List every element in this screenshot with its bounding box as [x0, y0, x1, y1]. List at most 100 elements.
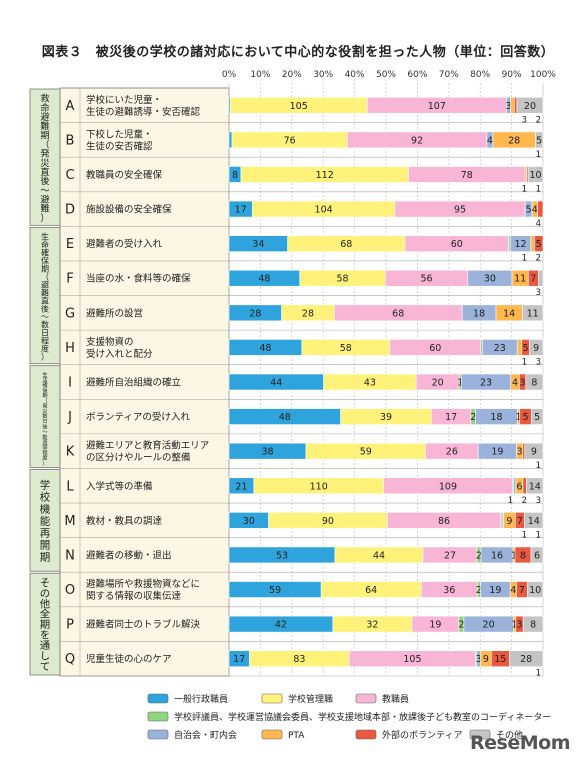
data-label: 64 [365, 585, 377, 596]
row-letter: O [65, 583, 75, 598]
row-letter: Q [65, 652, 75, 667]
row-letter: I [68, 376, 72, 391]
data-label: 17 [233, 654, 245, 665]
group-label-char: 災 [42, 409, 47, 415]
group-label-char: （ [42, 397, 47, 404]
data-label: 95 [454, 205, 466, 216]
legend-swatch [147, 711, 169, 722]
x-tick-label: 20% [282, 70, 302, 80]
legend-swatch [355, 729, 377, 740]
data-label: 68 [340, 239, 352, 250]
data-label: 20 [524, 101, 536, 112]
row-label: 受け入れと配分 [86, 348, 153, 360]
group-label-char: 命 [40, 102, 49, 114]
bar-segment [535, 131, 544, 149]
row-letter: J [67, 410, 72, 425]
legend-label: 学校評議員、学校運営協議会委員、学校支援地域本部・放課後子ども教室のコーディネー… [174, 711, 551, 723]
group-label-char: の [40, 588, 50, 600]
data-label: 48 [279, 412, 291, 423]
data-label: 59 [360, 447, 372, 458]
small-value-label: 1 [536, 150, 541, 160]
row-letter: A [66, 99, 75, 114]
row-label: ボランティアの受け入れ [86, 411, 190, 423]
data-label: 4 [487, 135, 493, 146]
bar-segment [526, 477, 544, 495]
data-label: 58 [336, 274, 348, 285]
group-label-char: 後 [41, 304, 49, 314]
data-label: 14 [529, 481, 541, 492]
group-label-char: （ [41, 272, 49, 281]
group-label-char: 開 [40, 539, 51, 551]
data-label: 1 [512, 620, 518, 631]
group-label-char: 〜 [41, 313, 49, 322]
group-label-char: 避 [40, 193, 49, 205]
data-label: 78 [461, 170, 473, 181]
group-label-char: ） [40, 213, 49, 224]
bar-segment [509, 650, 544, 668]
group-label-char: 救 [40, 93, 49, 105]
data-label: 11 [514, 274, 526, 285]
data-label: 3 [505, 101, 511, 112]
data-label: 6 [534, 550, 540, 561]
data-label: 34 [252, 239, 264, 250]
x-tick-label: 60% [407, 70, 427, 80]
data-label: 7 [519, 585, 525, 596]
row-letter: P [66, 618, 74, 633]
data-label: 48 [258, 274, 270, 285]
row-label: 当座の水・食料等の確保 [86, 273, 191, 285]
data-label: 9 [531, 447, 537, 458]
row-letter: G [65, 306, 75, 321]
logo-text: ReseMom [470, 732, 570, 754]
data-label: 107 [428, 101, 446, 112]
data-label: 3 [517, 447, 523, 458]
data-label: 39 [380, 412, 392, 423]
data-label: 1 [457, 378, 463, 389]
small-value-label: 1 [536, 669, 541, 679]
bar-segment [531, 408, 544, 425]
data-label: 83 [293, 654, 305, 665]
data-label: 14 [528, 516, 540, 527]
data-label: 7 [517, 516, 523, 527]
x-tick-label: 80% [470, 70, 490, 80]
row-label: 関する情報の収集伝達 [86, 590, 182, 602]
legend-swatch [355, 693, 377, 704]
group-label-char: 難 [41, 288, 49, 298]
data-label: 2 [458, 620, 464, 631]
group-label-char: を [40, 630, 50, 642]
data-label: 5 [536, 239, 542, 250]
group-label-char: 通 [40, 640, 51, 652]
x-tick-label: 40% [345, 70, 365, 80]
legend-label: 自治会・町内会 [174, 729, 237, 741]
data-label: 20 [483, 620, 495, 631]
bar-segment [522, 477, 527, 495]
group-label-char: 発 [42, 402, 48, 410]
group-label-char: 後 [40, 175, 49, 187]
group-label-char: （ [40, 139, 49, 150]
group-label-char: 全 [40, 608, 51, 621]
small-value-label: 3 2 [522, 115, 541, 125]
data-label: 104 [315, 205, 333, 216]
resemom-logo: ReseMom [470, 732, 570, 754]
group-label-char: 他 [40, 597, 51, 610]
group-label-char: 難 [40, 120, 49, 132]
row-letter: H [65, 341, 75, 356]
data-label: 5 [536, 135, 542, 146]
small-value-label: 1 1 [522, 530, 541, 540]
data-label: 7 [530, 274, 536, 285]
x-tick-label: 70% [439, 70, 459, 80]
row-label: 入学式等の準備 [86, 480, 153, 492]
legend-swatch [261, 729, 283, 740]
data-label: 9 [483, 654, 489, 665]
group-label-char: 後 [42, 422, 48, 430]
group-label-char: 数 [42, 412, 48, 420]
row-letter: B [66, 133, 75, 148]
data-label: 5 [523, 343, 529, 354]
group-label-char: 生 [42, 370, 47, 378]
data-label: 30 [243, 516, 255, 527]
data-label: 8 [520, 550, 526, 561]
group-label-char: て [40, 661, 50, 673]
data-label: 30 [484, 274, 496, 285]
data-label: 23 [480, 378, 492, 389]
row-label: 避難場所や救援物資などに [86, 578, 200, 590]
group-label-char: ） [41, 353, 49, 362]
